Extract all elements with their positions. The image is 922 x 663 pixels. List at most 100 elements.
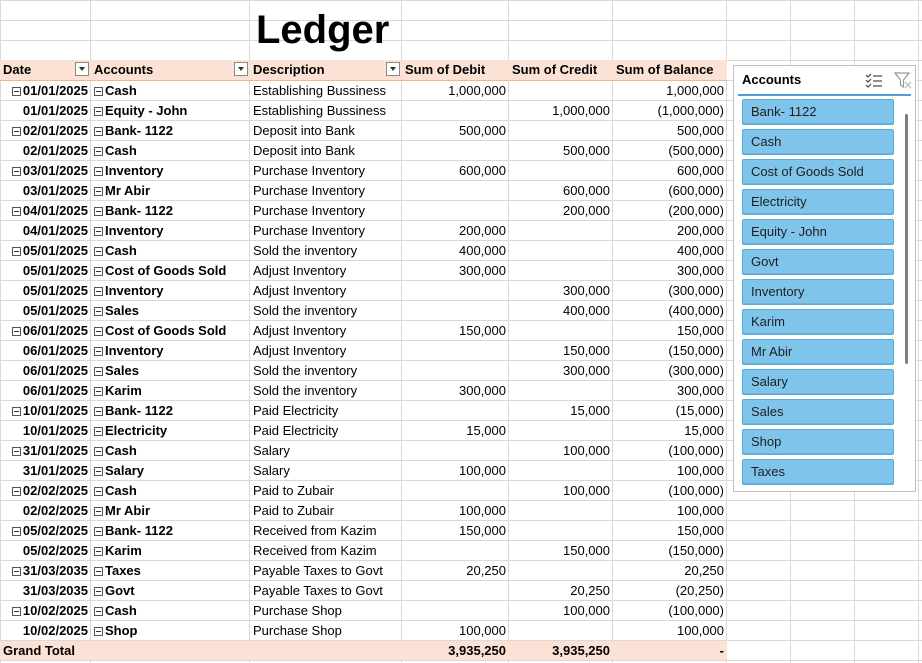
account-cell[interactable]: Shop xyxy=(91,620,250,641)
description-cell[interactable]: Received from Kazim xyxy=(250,520,402,541)
slicer-item[interactable]: Inventory xyxy=(742,279,894,305)
date-cell[interactable]: 01/01/2025 xyxy=(0,100,91,121)
debit-cell[interactable]: 300,000 xyxy=(402,380,509,401)
account-cell[interactable]: Bank- 1122 xyxy=(91,120,250,141)
table-row[interactable]: 06/01/2025 Sales Sold the inventory 300,000… xyxy=(0,360,727,381)
collapse-icon[interactable] xyxy=(11,406,21,416)
slicer-item[interactable]: Cost of Goods Sold xyxy=(742,159,894,185)
account-cell[interactable]: Cash xyxy=(91,80,250,101)
collapse-icon[interactable] xyxy=(11,326,21,336)
collapse-icon[interactable] xyxy=(11,246,21,256)
credit-cell[interactable] xyxy=(509,620,613,641)
account-cell[interactable]: Govt xyxy=(91,580,250,601)
description-cell[interactable]: Sold the inventory xyxy=(250,240,402,261)
collapse-icon[interactable] xyxy=(94,366,103,376)
description-cell[interactable]: Adjust Inventory xyxy=(250,320,402,341)
credit-cell[interactable]: 400,000 xyxy=(509,300,613,321)
table-row[interactable]: 31/01/2025 Salary Salary 100,000 100,000 xyxy=(0,460,727,481)
collapse-icon[interactable] xyxy=(94,106,103,116)
collapse-icon[interactable] xyxy=(94,346,103,356)
table-row[interactable]: 10/01/2025 Electricity Paid Electricity 15,… xyxy=(0,420,727,441)
description-cell[interactable]: Deposit into Bank xyxy=(250,140,402,161)
date-cell[interactable]: 05/01/2025 xyxy=(0,280,91,301)
credit-cell[interactable] xyxy=(509,520,613,541)
date-cell[interactable]: 10/01/2025 xyxy=(0,400,91,421)
account-cell[interactable]: Cash xyxy=(91,480,250,501)
slicer-item[interactable]: Govt xyxy=(742,249,894,275)
credit-cell[interactable] xyxy=(509,560,613,581)
account-cell[interactable]: Inventory xyxy=(91,160,250,181)
pivot-table[interactable]: Date Accounts Description Sum of Debit S… xyxy=(0,60,727,661)
debit-cell[interactable] xyxy=(402,100,509,121)
date-cell[interactable]: 10/02/2025 xyxy=(0,600,91,621)
date-cell[interactable]: 05/01/2025 xyxy=(0,300,91,321)
table-row[interactable]: 02/02/2025 Cash Paid to Zubair 100,000 (100,… xyxy=(0,480,727,501)
collapse-icon[interactable] xyxy=(94,86,103,96)
slicer-item[interactable]: Shop xyxy=(742,429,894,455)
description-cell[interactable]: Purchase Inventory xyxy=(250,180,402,201)
account-cell[interactable]: Sales xyxy=(91,360,250,381)
description-cell[interactable]: Salary xyxy=(250,440,402,461)
credit-cell[interactable]: 300,000 xyxy=(509,280,613,301)
debit-cell[interactable] xyxy=(402,280,509,301)
collapse-icon[interactable] xyxy=(94,146,103,156)
date-cell[interactable]: 01/01/2025 xyxy=(0,80,91,101)
collapse-icon[interactable] xyxy=(94,286,103,296)
account-cell[interactable]: Bank- 1122 xyxy=(91,200,250,221)
table-row[interactable]: 05/01/2025 Cash Sold the inventory 400,000 4… xyxy=(0,240,727,261)
collapse-icon[interactable] xyxy=(94,166,103,176)
table-row[interactable]: 02/01/2025 Bank- 1122 Deposit into Bank 500… xyxy=(0,120,727,141)
header-balance[interactable]: Sum of Balance xyxy=(613,60,727,81)
description-cell[interactable]: Payable Taxes to Govt xyxy=(250,560,402,581)
date-cell[interactable]: 31/03/2035 xyxy=(0,580,91,601)
debit-cell[interactable]: 20,250 xyxy=(402,560,509,581)
credit-cell[interactable]: 100,000 xyxy=(509,440,613,461)
credit-cell[interactable] xyxy=(509,500,613,521)
date-cell[interactable]: 03/01/2025 xyxy=(0,180,91,201)
table-row[interactable]: 02/01/2025 Cash Deposit into Bank 500,000 (5… xyxy=(0,140,727,161)
balance-cell[interactable]: 200,000 xyxy=(613,220,727,241)
date-cell[interactable]: 10/01/2025 xyxy=(0,420,91,441)
header-credit[interactable]: Sum of Credit xyxy=(509,60,613,81)
balance-cell[interactable]: 150,000 xyxy=(613,320,727,341)
account-cell[interactable]: Karim xyxy=(91,380,250,401)
credit-cell[interactable] xyxy=(509,260,613,281)
date-cell[interactable]: 05/02/2025 xyxy=(0,520,91,541)
slicer-item[interactable]: Taxes xyxy=(742,459,894,485)
balance-cell[interactable]: (200,000) xyxy=(613,200,727,221)
debit-cell[interactable] xyxy=(402,600,509,621)
balance-cell[interactable]: 15,000 xyxy=(613,420,727,441)
account-cell[interactable]: Mr Abir xyxy=(91,500,250,521)
slicer-item[interactable]: Bank- 1122 xyxy=(742,99,894,125)
collapse-icon[interactable] xyxy=(94,626,103,636)
collapse-icon[interactable] xyxy=(11,606,21,616)
date-cell[interactable]: 02/01/2025 xyxy=(0,120,91,141)
account-cell[interactable]: Inventory xyxy=(91,340,250,361)
collapse-icon[interactable] xyxy=(11,526,21,536)
collapse-icon[interactable] xyxy=(11,566,21,576)
credit-cell[interactable] xyxy=(509,80,613,101)
balance-cell[interactable]: (600,000) xyxy=(613,180,727,201)
account-cell[interactable]: Inventory xyxy=(91,220,250,241)
description-cell[interactable]: Sold the inventory xyxy=(250,300,402,321)
credit-cell[interactable]: 150,000 xyxy=(509,340,613,361)
slicer-item[interactable]: Mr Abir xyxy=(742,339,894,365)
debit-cell[interactable]: 300,000 xyxy=(402,260,509,281)
collapse-icon[interactable] xyxy=(94,226,103,236)
description-cell[interactable]: Adjust Inventory xyxy=(250,340,402,361)
table-row[interactable]: 31/03/2035 Govt Payable Taxes to Govt 20,25… xyxy=(0,580,727,601)
collapse-icon[interactable] xyxy=(11,166,21,176)
description-cell[interactable]: Establishing Bussiness xyxy=(250,80,402,101)
balance-cell[interactable]: (150,000) xyxy=(613,340,727,361)
account-cell[interactable]: Cash xyxy=(91,240,250,261)
account-cell[interactable]: Mr Abir xyxy=(91,180,250,201)
balance-cell[interactable]: (100,000) xyxy=(613,440,727,461)
date-cell[interactable]: 04/01/2025 xyxy=(0,220,91,241)
date-cell[interactable]: 02/01/2025 xyxy=(0,140,91,161)
credit-cell[interactable]: 100,000 xyxy=(509,600,613,621)
account-cell[interactable]: Cash xyxy=(91,140,250,161)
slicer-item[interactable]: Cash xyxy=(742,129,894,155)
collapse-icon[interactable] xyxy=(94,506,103,516)
description-cell[interactable]: Establishing Bussiness xyxy=(250,100,402,121)
description-cell[interactable]: Purchase Shop xyxy=(250,620,402,641)
